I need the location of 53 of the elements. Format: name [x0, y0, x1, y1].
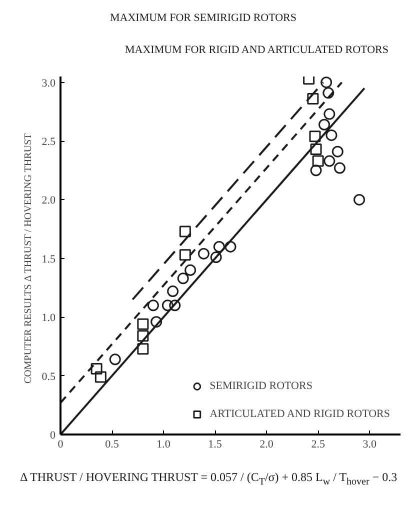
- point: [326, 129, 338, 141]
- point: [318, 118, 330, 130]
- point: [147, 300, 159, 312]
- point: [184, 264, 196, 276]
- x-tick-label: 1.5: [208, 438, 222, 450]
- point: [332, 146, 344, 158]
- x-tick-label: 0: [58, 438, 64, 450]
- y-tick-label: 1.5: [42, 253, 56, 266]
- x-tick-label: 1.0: [156, 438, 171, 450]
- point: [324, 108, 336, 120]
- point: [310, 164, 322, 176]
- text: MAXIMUM FOR SEMIRIGID ROTORS: [110, 11, 297, 26]
- text: MAXIMUM FOR RIGID AND ARTICULATED ROTORS: [125, 43, 388, 58]
- point: [179, 226, 191, 238]
- point: [312, 155, 324, 167]
- point: [162, 300, 174, 312]
- y-tick-label: 0: [50, 430, 56, 442]
- point: [94, 371, 106, 383]
- point: [322, 87, 334, 99]
- point: [137, 318, 149, 330]
- point: [324, 155, 336, 167]
- point: [167, 286, 179, 298]
- point: [224, 240, 236, 252]
- point: [150, 316, 162, 328]
- x-tick-label: 3.0: [362, 438, 377, 450]
- point: [109, 354, 121, 366]
- point: [307, 93, 319, 105]
- legend-label: ARTICULATED AND RIGID ROTORS: [210, 408, 390, 420]
- x-tick-label: 2.5: [311, 438, 326, 450]
- y-tick-label: 0.5: [42, 370, 56, 383]
- point: [137, 330, 149, 342]
- point: [177, 272, 189, 284]
- point: [213, 240, 225, 252]
- point: [210, 252, 222, 263]
- point: [137, 343, 149, 355]
- y-tick-label: 2.5: [42, 136, 56, 148]
- x-axis-title: Δ THRUST / HOVERING THRUST = 0.057 / (C$_{T}$/σ) + 0.85 L$_{w}$ / T$_{hover}$ − 0.3: [20, 469, 398, 490]
- point: [320, 76, 332, 88]
- x-tick-label: 2.0: [260, 438, 274, 450]
- point: [179, 249, 191, 261]
- y-axis-title: COMPUTER RESULTS Δ THRUST / HOVERING THRUST: [22, 133, 34, 384]
- legend-label: SEMIRIGID ROTORS: [210, 380, 312, 392]
- point: [169, 300, 181, 312]
- point: [354, 194, 366, 206]
- point: [90, 363, 102, 375]
- y-tick-label: 2.0: [42, 194, 56, 207]
- point: [310, 144, 322, 156]
- y-tick-label: 1.0: [42, 312, 56, 324]
- point: [334, 162, 346, 174]
- point: [198, 248, 210, 260]
- y-tick-label: 3.0: [42, 77, 56, 90]
- x-tick-label: 0.5: [105, 438, 120, 450]
- point: [309, 130, 321, 142]
